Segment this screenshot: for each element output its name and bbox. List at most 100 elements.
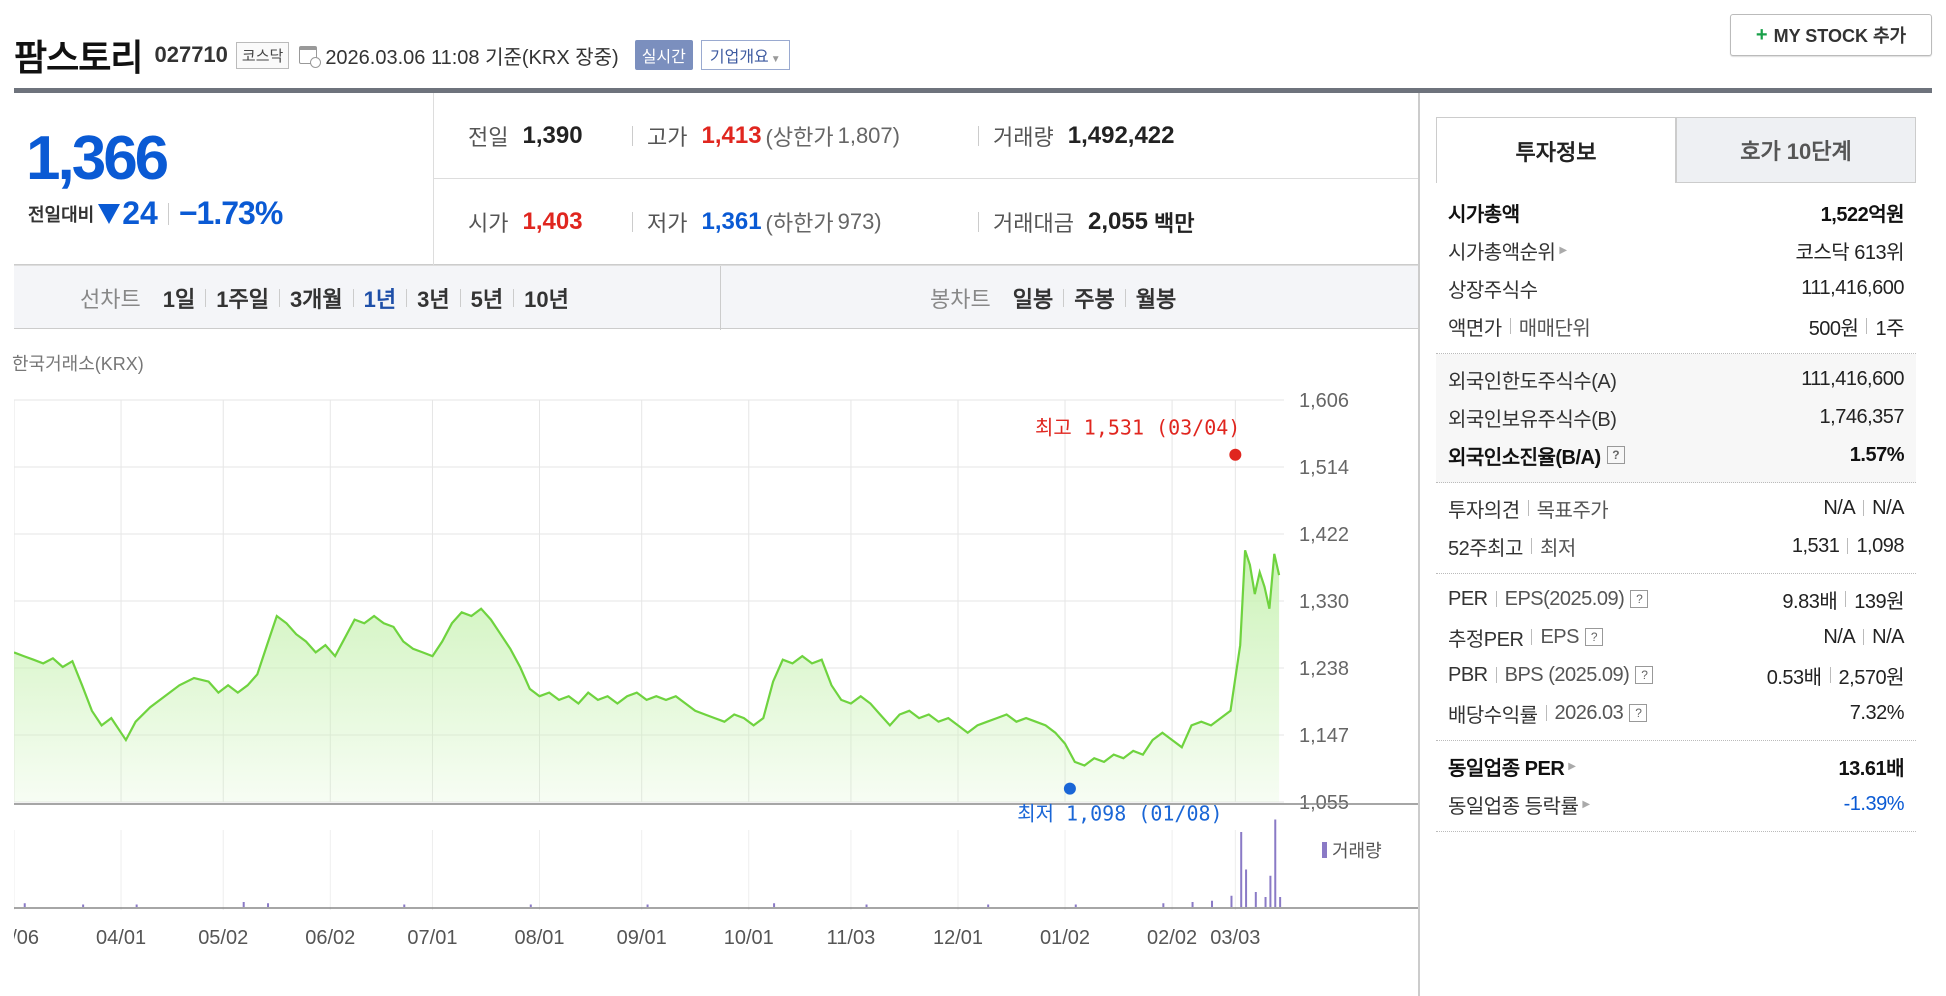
info-label: 추정PER EPS? [1448, 623, 1603, 652]
line-tab-3[interactable]: 1년 [363, 287, 397, 312]
candle-tab-0[interactable]: 일봉 [1012, 287, 1054, 312]
low-label: 저가 [647, 211, 688, 236]
low-marker [1063, 782, 1076, 795]
volume-bar [773, 903, 776, 907]
info-value-text: 1,746,357 [1819, 405, 1905, 428]
info-section: 시가총액 1,522억원 시가총액순위 ▶ 코스닥 613위 상장주식수 111,416,6… [1436, 183, 1916, 354]
prev-close-cell: 전일 1,390 [468, 93, 583, 179]
volume-bar [135, 904, 138, 907]
chevron-right-icon[interactable]: ▶ [1559, 244, 1567, 256]
trade-amount-value: 2,055 [1087, 208, 1149, 235]
info-value-text: 0.53배 [1766, 666, 1822, 689]
chevron-right-icon[interactable]: ▶ [1582, 798, 1590, 810]
company-info-button[interactable]: 기업개요 ▼ [700, 40, 790, 70]
info-label: 액면가 매매단위 [1448, 312, 1591, 341]
change-row: 전일대비 24 −1.73% [28, 195, 283, 232]
volume-bar [403, 904, 406, 907]
line-tab-5[interactable]: 5년 [470, 287, 504, 312]
volume-bar [1245, 869, 1248, 907]
info-value: 1.57% [1850, 444, 1905, 467]
volume-value: 1,492,422 [1067, 122, 1175, 149]
info-label: 동일업종 PER ▶ [1448, 752, 1576, 781]
candle-tab-1[interactable]: 주봉 [1074, 287, 1115, 312]
info-value: -1.39% [1844, 793, 1905, 816]
help-icon[interactable]: ? [1635, 666, 1654, 684]
info-value: 9.83배 139원 [1782, 585, 1904, 614]
help-icon[interactable]: ? [1606, 446, 1625, 464]
info-value-text: N/A [1823, 496, 1856, 519]
help-icon[interactable]: ? [1630, 590, 1649, 608]
quote-grid: 전일 1,390 고가 1,413 (상한가 1,807) 거래량 1,492,… [434, 93, 1418, 265]
line-chart-tabs: 선차트 1일 1주일 3개월 1년 3년 5년 10년 [80, 266, 569, 330]
add-my-stock-button[interactable]: + MY STOCK 추가 [1730, 14, 1932, 56]
info-row: 시가총액순위 ▶ 코스닥 613위 [1448, 231, 1904, 269]
info-label-text: EPS [1540, 625, 1579, 648]
line-tab-1[interactable]: 1주일 [216, 287, 269, 312]
volume-bar [82, 904, 85, 907]
line-tab-4[interactable]: 3년 [417, 287, 450, 312]
divider [1063, 289, 1065, 307]
volume-legend-swatch [1322, 842, 1327, 858]
y-tick-label: 1,330 [1299, 591, 1349, 613]
divider [632, 126, 633, 146]
volume-bar [865, 904, 868, 907]
stock-code: 027710 [154, 42, 228, 67]
volume-label: 거래량 [993, 125, 1054, 150]
info-label: 시가총액순위 ▶ [1448, 236, 1567, 265]
info-label: 시가총액 [1448, 198, 1520, 227]
info-row: 추정PER EPS? N/A N/A [1448, 618, 1904, 656]
high-cell: 고가 1,413 (상한가 1,807) [632, 93, 900, 179]
prev-close-label: 전일 [468, 125, 509, 150]
info-value: N/A N/A [1823, 626, 1904, 649]
info-label-text: PER [1448, 587, 1488, 610]
line-tab-2[interactable]: 3개월 [289, 287, 343, 312]
help-icon[interactable]: ? [1584, 628, 1603, 646]
info-value-text: N/A [1823, 625, 1856, 648]
down-arrow-icon [98, 203, 121, 224]
volume-bar [1269, 875, 1272, 907]
info-row: 52주최고 최저 1,531 1,098 [1448, 527, 1904, 565]
volume-bar [529, 904, 532, 907]
info-label: 외국인보유주식수(B) [1448, 403, 1617, 432]
side-sections: 시가총액 1,522억원 시가총액순위 ▶ 코스닥 613위 상장주식수 111,416,6… [1436, 183, 1916, 832]
line-chart-title: 선차트 [80, 287, 141, 312]
tab-order-book[interactable]: 호가 10단계 [1676, 117, 1916, 183]
invest-info-panel: 투자정보 호가 10단계 시가총액 1,522억원 시가총액순위 ▶ 코스닥 613위 상… [1436, 117, 1916, 832]
line-tab-6[interactable]: 10년 [524, 287, 569, 312]
line-tab-0[interactable]: 1일 [162, 287, 196, 312]
current-price-panel: 1,366 전일대비 24 −1.73% [14, 93, 434, 265]
chevron-right-icon[interactable]: ▶ [1568, 760, 1576, 772]
info-label-text: 매매단위 [1518, 317, 1591, 340]
info-row: 외국인한도주식수(A) 111,416,600 [1448, 360, 1904, 398]
info-row: 액면가 매매단위 500원 1주 [1448, 307, 1904, 345]
divider [632, 212, 633, 232]
x-tick-label: 01/02 [1040, 927, 1090, 949]
candle-tab-2[interactable]: 월봉 [1135, 287, 1177, 312]
info-label-text: 액면가 [1448, 317, 1502, 340]
info-label: 동일업종 등락률 ▶ [1448, 790, 1590, 819]
info-row: 외국인보유주식수(B) 1,746,357 [1448, 398, 1905, 436]
info-value: 500원 1주 [1809, 312, 1905, 341]
info-value: 111,416,600 [1801, 277, 1904, 300]
divider [978, 126, 979, 146]
volume-bar [987, 904, 990, 907]
change-label: 전일대비 [28, 204, 95, 225]
chart-tab-bar: 선차트 1일 1주일 3개월 1년 3년 5년 10년 봉차트 일봉 주봉 월봉 [14, 265, 1418, 330]
side-tabs: 투자정보 호가 10단계 [1436, 117, 1916, 183]
info-label-text: 52주최고 [1448, 537, 1523, 560]
volume-bar [1264, 897, 1267, 907]
high-marker [1229, 448, 1242, 461]
info-section: 투자의견 목표주가 N/A N/A 52주최고 최저 1,531 1,098 [1436, 483, 1916, 574]
help-icon[interactable]: ? [1629, 704, 1648, 722]
divider [167, 202, 169, 225]
quote-row: 전일 1,390 고가 1,413 (상한가 1,807) 거래량 1,492,… [434, 93, 1418, 179]
volume-bar [1279, 897, 1282, 907]
price-chart: 1,606 1,514 1,422 1,330 1,238 1,147 1,055 03/06… [14, 390, 1418, 949]
x-tick-label: 09/01 [617, 927, 667, 949]
open-cell: 시가 1,403 [468, 179, 583, 265]
volume-bar [242, 902, 245, 907]
divider [513, 289, 515, 307]
divider [1495, 591, 1497, 607]
exchange-label: 한국거래소(KRX) [12, 354, 144, 374]
tab-invest-info[interactable]: 투자정보 [1436, 117, 1676, 183]
